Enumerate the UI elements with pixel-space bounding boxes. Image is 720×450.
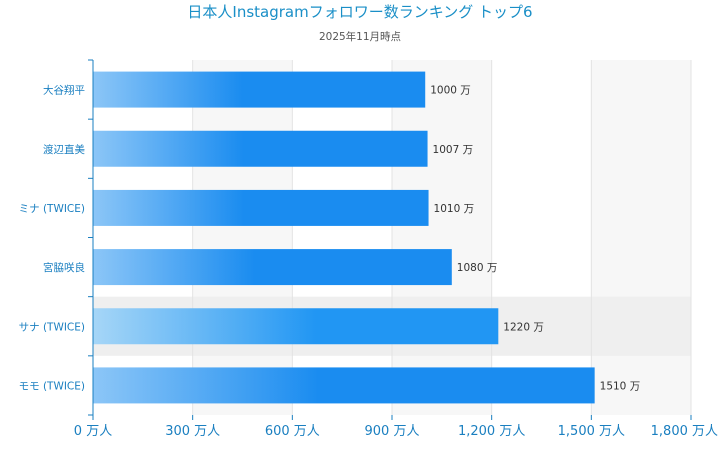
bar[interactable] <box>93 130 428 167</box>
category-label: サナ (TWICE) <box>19 321 85 333</box>
x-tick-label: 1,200 万人 <box>458 424 525 439</box>
data-label: 1010 万 <box>434 203 475 215</box>
x-tick-label: 1,800 万人 <box>651 424 718 439</box>
category-label: 宮脇咲良 <box>43 261 85 274</box>
bar[interactable] <box>93 308 499 345</box>
bar[interactable] <box>93 189 429 226</box>
x-tick-label: 1,500 万人 <box>558 424 625 439</box>
data-label: 1510 万 <box>600 380 641 392</box>
category-label: モモ (TWICE) <box>19 380 85 392</box>
grid-band <box>192 60 293 415</box>
grid-band <box>392 60 492 415</box>
chart-title: 日本人Instagramフォロワー数ランキング トップ6 <box>187 3 532 21</box>
category-label: ミナ (TWICE) <box>19 203 85 215</box>
x-tick-label: 900 万人 <box>365 424 420 439</box>
chart-subtitle: 2025年11月時点 <box>319 30 401 43</box>
x-tick-label: 300 万人 <box>165 424 220 439</box>
data-label: 1080 万 <box>457 262 498 274</box>
bar[interactable] <box>93 71 426 108</box>
data-label: 1007 万 <box>433 144 474 156</box>
data-label: 1220 万 <box>503 321 544 333</box>
grid-band <box>591 60 691 415</box>
bar[interactable] <box>93 367 595 404</box>
category-label: 大谷翔平 <box>43 84 85 97</box>
x-tick-label: 600 万人 <box>265 424 320 439</box>
x-tick-label: 0 万人 <box>74 424 112 439</box>
bar[interactable] <box>93 249 452 286</box>
data-label: 1000 万 <box>430 85 471 97</box>
category-label: 渡辺直美 <box>43 143 85 156</box>
